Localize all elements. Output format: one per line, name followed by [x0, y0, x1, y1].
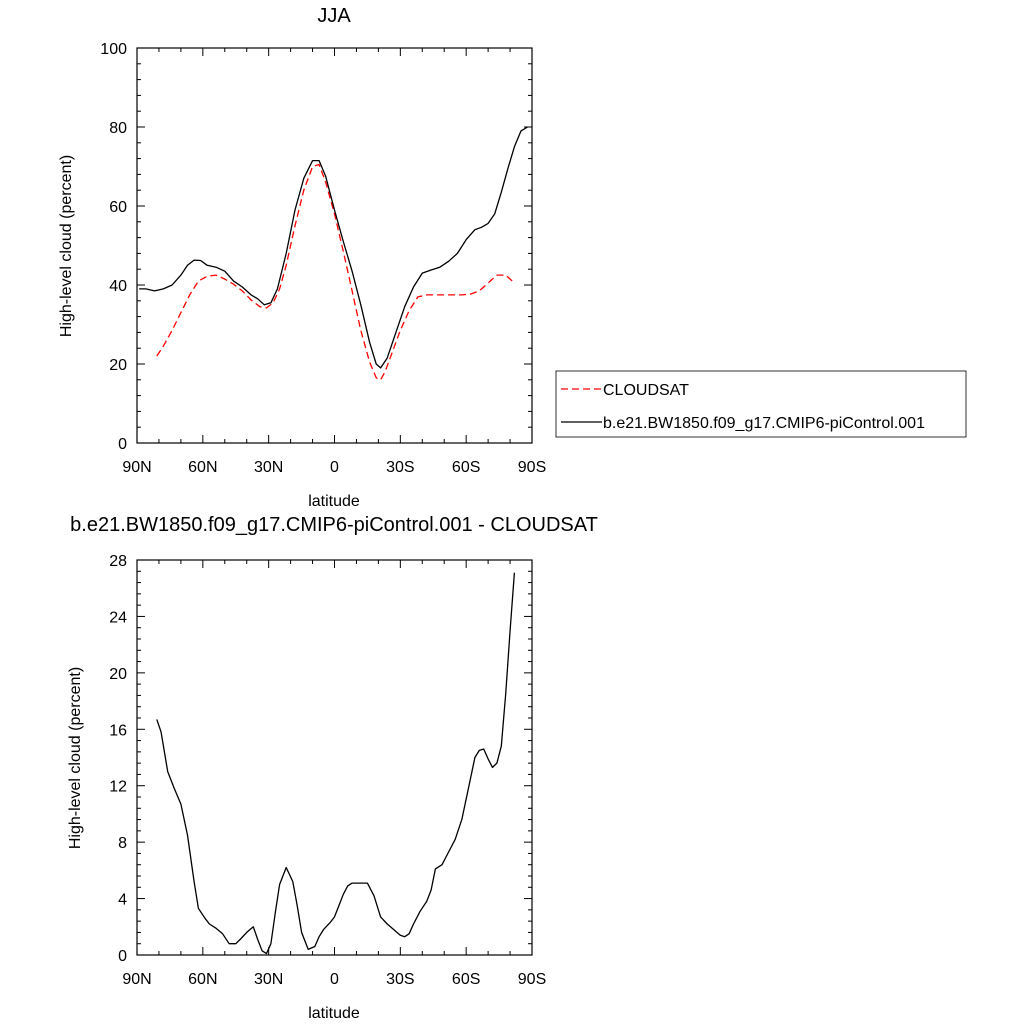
bottom-x-tick-label: 30N: [254, 971, 283, 988]
legend: CLOUDSAT b.e21.BW1850.f09_g17.CMIP6-piCo…: [555, 370, 967, 438]
top-x-tick-label: 0: [330, 459, 339, 476]
top-plot-title: JJA: [317, 5, 351, 27]
bottom-series: [156, 572, 516, 955]
bottom-y-tick-label: 28: [109, 553, 127, 570]
legend-label-cloudsat: CLOUDSAT: [603, 382, 689, 399]
bottom-y-tick-label: 16: [109, 722, 127, 739]
top-plot-frame: [136, 47, 533, 444]
bottom-y-tick-label: 20: [109, 666, 127, 683]
bottom-x-ticks: 90N 60N 30N 0 30S 60S 90S: [122, 560, 546, 988]
top-x-tick-label: 60N: [188, 459, 217, 476]
bottom-x-tick-label: 90N: [122, 971, 151, 988]
bottom-x-tick-label: 60S: [452, 971, 480, 988]
top-x-tick-label: 30S: [386, 459, 414, 476]
top-series-line-model: [139, 126, 528, 369]
bottom-y-tick-label: 8: [118, 835, 127, 852]
top-x-tick-label: 60S: [452, 459, 480, 476]
bottom-x-tick-label: 30S: [386, 971, 414, 988]
top-x-tick-label: 30N: [254, 459, 283, 476]
legend-label-model: b.e21.BW1850.f09_g17.CMIP6-piControl.001: [603, 415, 925, 432]
bottom-plot: b.e21.BW1850.f09_g17.CMIP6-piControl.001…: [67, 514, 598, 1022]
top-y-tick-label: 80: [109, 120, 127, 137]
bottom-y-tick-label: 12: [109, 779, 127, 796]
bottom-y-ticks: 0 4 8 12 16 20 24 28: [109, 553, 532, 965]
bottom-plot-title: b.e21.BW1850.f09_g17.CMIP6-piControl.001…: [70, 514, 598, 536]
top-y-tick-label: 60: [109, 199, 127, 216]
bottom-y-tick-label: 0: [118, 948, 127, 965]
bottom-x-tick-label: 60N: [188, 971, 217, 988]
top-y-tick-label: 40: [109, 278, 127, 295]
legend-box: [555, 370, 967, 438]
top-series-line-cloudsat: [156, 163, 515, 381]
top-x-tick-label: 90S: [518, 459, 546, 476]
top-series: [139, 126, 528, 381]
top-x-axis-title: latitude: [308, 493, 360, 510]
bottom-y-tick-label: 24: [109, 609, 127, 626]
top-y-ticks: 0 20 40 60 80 100: [100, 41, 532, 453]
bottom-x-tick-label: 0: [330, 971, 339, 988]
bottom-x-axis-title: latitude: [308, 1005, 360, 1022]
top-y-tick-label: 20: [109, 357, 127, 374]
top-plot: JJA 0 20 40 60 80 100 90N 60N 30N 0 30S 60S 90S lat…: [58, 5, 546, 510]
top-x-ticks: 90N 60N 30N 0 30S 60S 90S: [122, 48, 546, 476]
bottom-y-axis-title: High-level cloud (percent): [67, 667, 84, 849]
top-y-tick-label: 100: [100, 41, 127, 58]
bottom-series-line-difference: [156, 572, 516, 955]
top-y-axis-title: High-level cloud (percent): [58, 155, 75, 337]
top-y-tick-label: 0: [118, 436, 127, 453]
bottom-x-tick-label: 90S: [518, 971, 546, 988]
bottom-y-tick-label: 4: [118, 892, 127, 909]
top-x-tick-label: 90N: [122, 459, 151, 476]
